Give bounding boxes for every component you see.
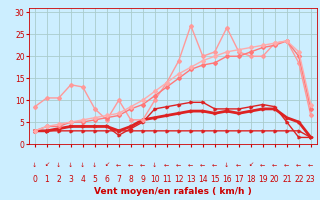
Text: ↙: ↙ (248, 162, 253, 168)
Text: 17: 17 (234, 174, 244, 184)
Text: ↓: ↓ (224, 162, 229, 168)
Text: ←: ← (164, 162, 169, 168)
Text: 13: 13 (186, 174, 196, 184)
Text: 9: 9 (140, 174, 145, 184)
Text: ←: ← (272, 162, 277, 168)
Text: 11: 11 (162, 174, 172, 184)
Text: 15: 15 (210, 174, 220, 184)
Text: 21: 21 (282, 174, 292, 184)
Text: ↓: ↓ (152, 162, 157, 168)
Text: ←: ← (212, 162, 217, 168)
Text: 20: 20 (270, 174, 280, 184)
Text: ↙: ↙ (104, 162, 109, 168)
Text: 23: 23 (306, 174, 316, 184)
Text: 12: 12 (174, 174, 184, 184)
Text: ↙: ↙ (44, 162, 49, 168)
Text: ←: ← (308, 162, 313, 168)
Text: ↓: ↓ (92, 162, 97, 168)
Text: 3: 3 (68, 174, 73, 184)
Text: ←: ← (260, 162, 265, 168)
Text: ←: ← (116, 162, 121, 168)
Text: 5: 5 (92, 174, 97, 184)
Text: 10: 10 (150, 174, 160, 184)
Text: ←: ← (128, 162, 133, 168)
Text: ←: ← (236, 162, 241, 168)
Text: ↓: ↓ (80, 162, 85, 168)
Text: 19: 19 (258, 174, 268, 184)
Text: ↓: ↓ (56, 162, 61, 168)
Text: 22: 22 (294, 174, 304, 184)
Text: ←: ← (188, 162, 193, 168)
Text: 2: 2 (56, 174, 61, 184)
Text: ←: ← (200, 162, 205, 168)
Text: 1: 1 (44, 174, 49, 184)
Text: 8: 8 (128, 174, 133, 184)
Text: 14: 14 (198, 174, 208, 184)
Text: ↓: ↓ (32, 162, 37, 168)
Text: 6: 6 (104, 174, 109, 184)
Text: Vent moyen/en rafales ( km/h ): Vent moyen/en rafales ( km/h ) (94, 187, 252, 196)
Text: 16: 16 (222, 174, 232, 184)
Text: 7: 7 (116, 174, 121, 184)
Text: ←: ← (284, 162, 289, 168)
Text: 0: 0 (32, 174, 37, 184)
Text: ↓: ↓ (68, 162, 73, 168)
Text: ←: ← (140, 162, 145, 168)
Text: 4: 4 (80, 174, 85, 184)
Text: ←: ← (296, 162, 301, 168)
Text: ←: ← (176, 162, 181, 168)
Text: 18: 18 (246, 174, 256, 184)
